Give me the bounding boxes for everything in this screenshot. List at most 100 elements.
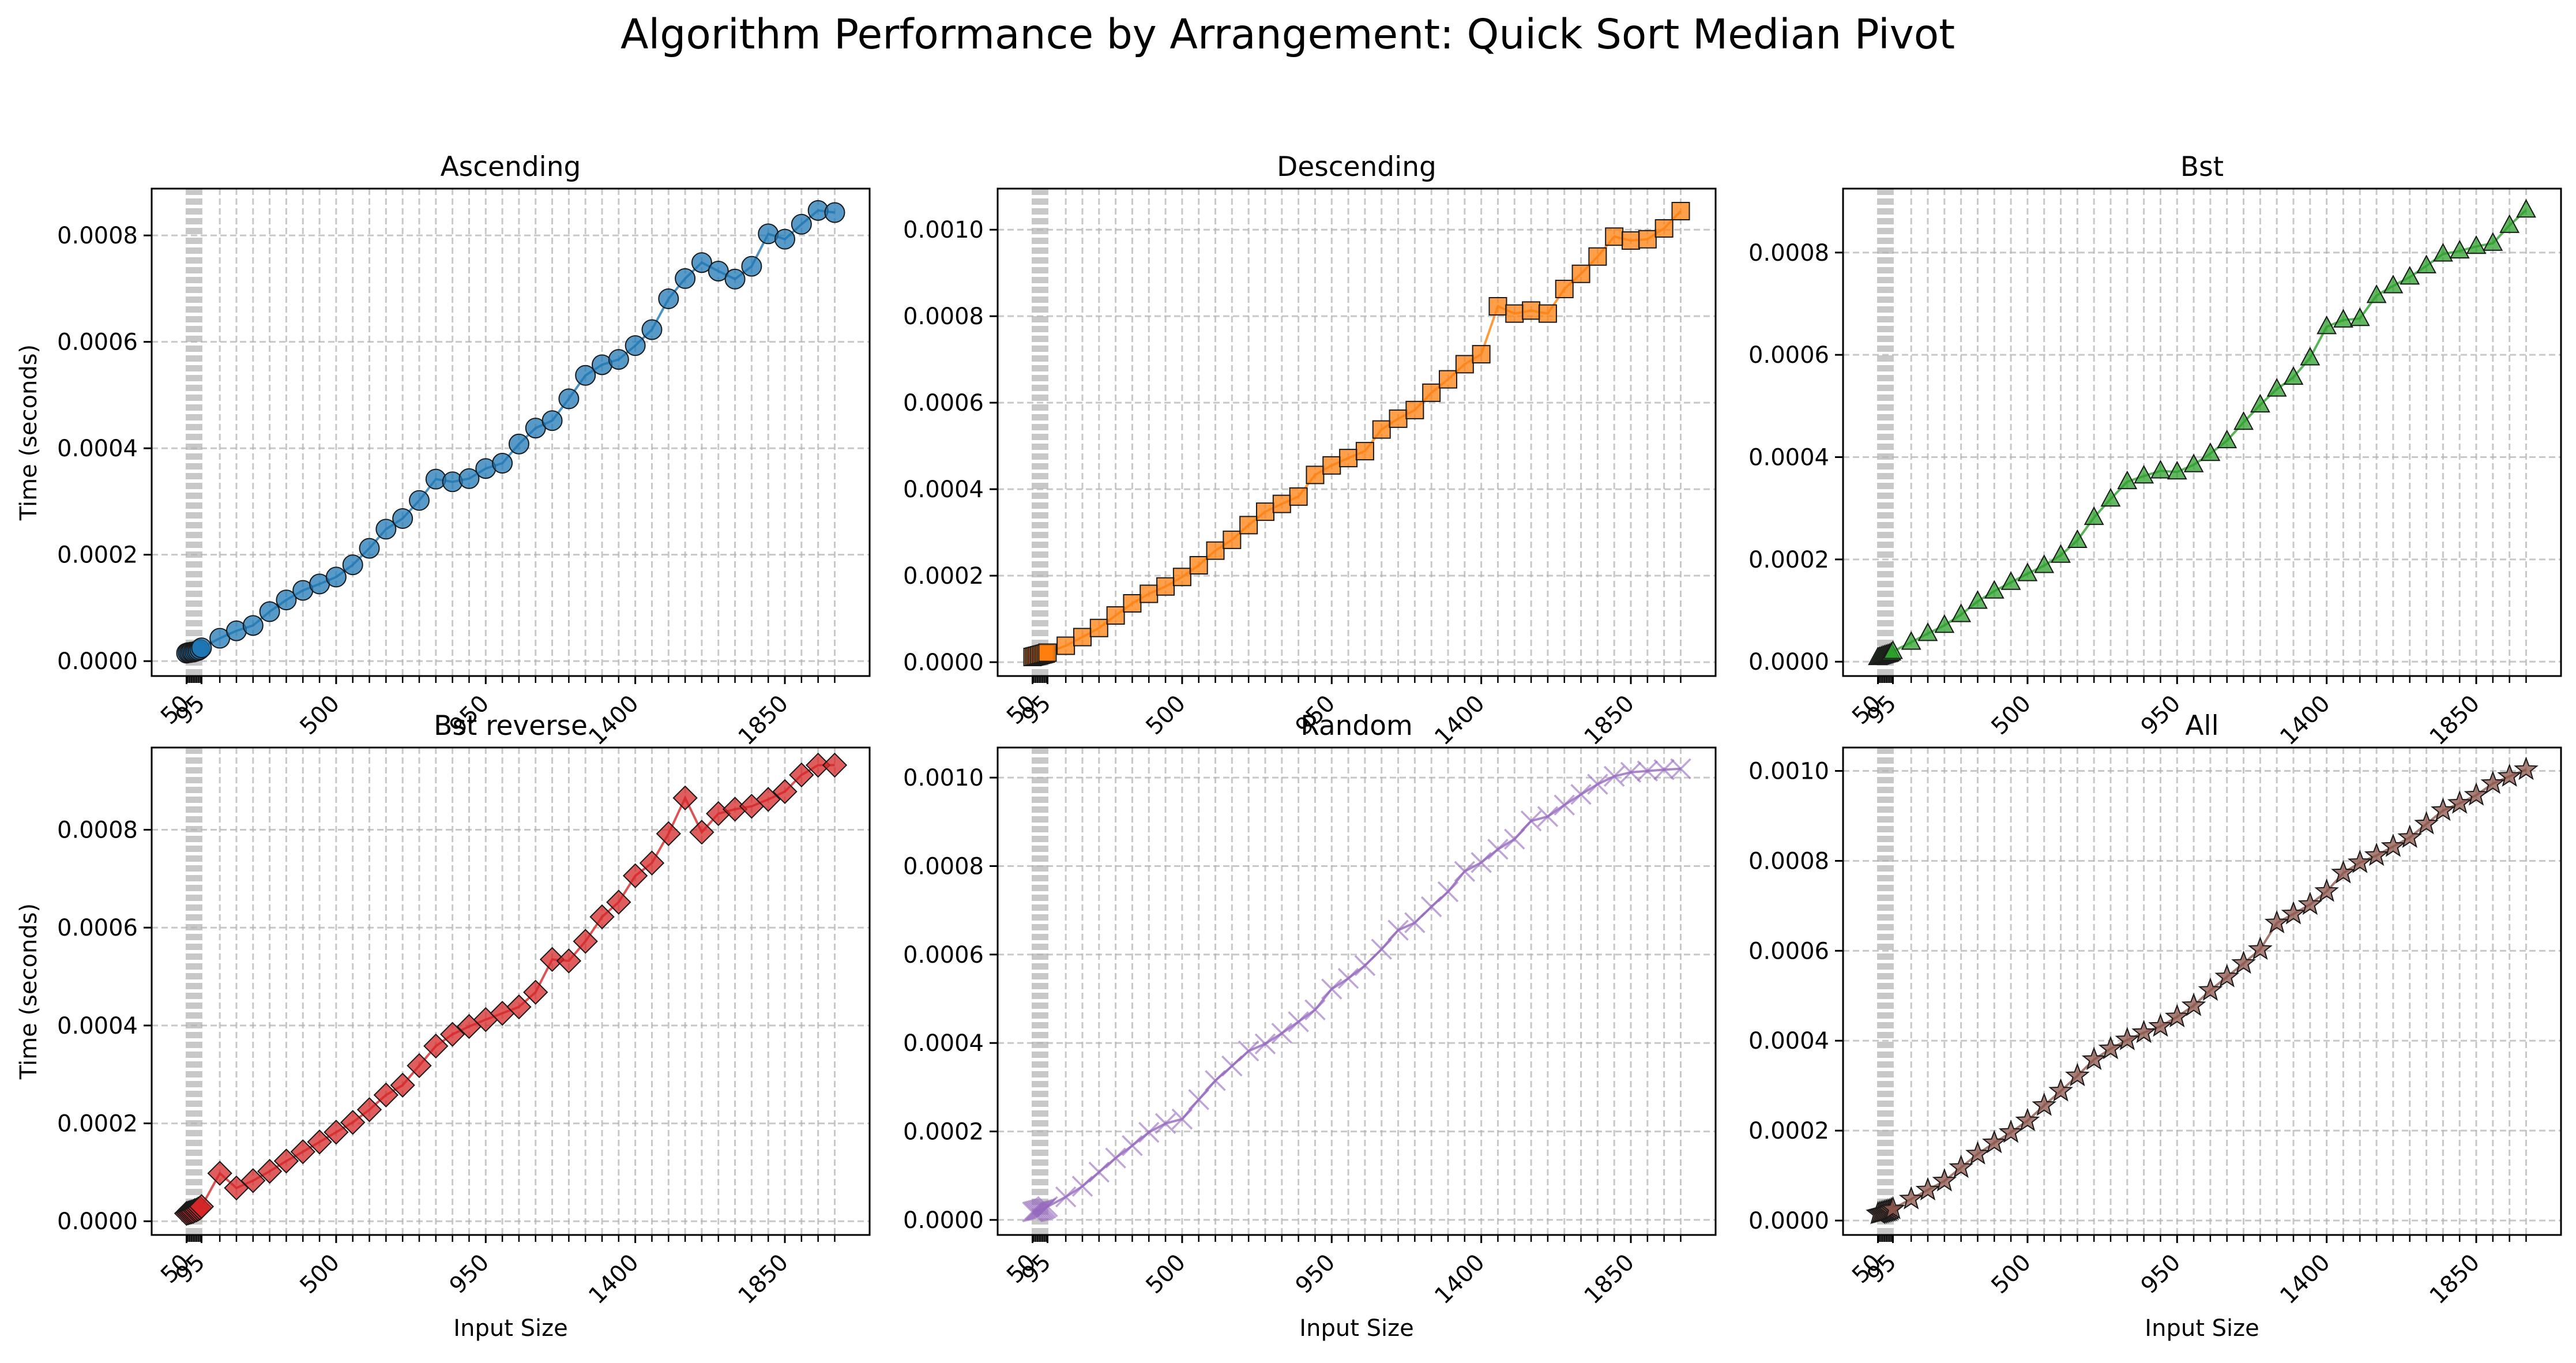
x-tick-label: 1400 <box>584 690 644 751</box>
x-tick-label: 500 <box>1141 1249 1191 1300</box>
data-point <box>1917 622 1938 641</box>
data-point <box>2167 460 2187 480</box>
data-point <box>1951 603 1972 622</box>
axes-frame <box>1842 746 2562 1236</box>
data-point <box>2048 1078 2073 1102</box>
data-point <box>2347 850 2372 873</box>
data-point <box>2431 797 2455 821</box>
data-point <box>458 468 480 489</box>
axes-frame <box>151 187 871 677</box>
data-point <box>2081 1046 2107 1071</box>
subplot-title: All <box>2185 710 2218 742</box>
data-point <box>772 779 798 805</box>
data-point <box>1984 580 2005 599</box>
y-axis: 0.0000 0.0002 0.0004 0.0006 0.0008 0.0010 <box>1748 759 1843 1234</box>
y-axis: 0.0000 0.0002 0.0004 0.0006 0.0008 0.0010 <box>903 765 998 1234</box>
data-point <box>257 1159 283 1184</box>
data-point <box>1588 247 1607 266</box>
y-tick-label: 0.0000 <box>57 1208 138 1235</box>
data-point <box>1883 640 1903 659</box>
data-point <box>259 601 280 622</box>
data-point <box>708 260 729 281</box>
data-point <box>1555 279 1574 298</box>
data-point <box>1088 1161 1110 1183</box>
y-axis: 0.0000 0.0002 0.0004 0.0006 0.0008 <box>57 817 152 1235</box>
x-tick-label: 1400 <box>1430 1249 1490 1310</box>
data-point <box>1538 304 1557 323</box>
y-axis: 0.0000 0.0002 0.0004 0.0006 0.0008 <box>1748 240 1843 675</box>
data-point <box>2150 460 2171 479</box>
y-tick-label: 0.0006 <box>1748 342 1829 369</box>
data-point <box>658 288 679 309</box>
plot-area <box>1843 748 2561 1235</box>
gridlines <box>152 748 870 1235</box>
data-point <box>1289 487 1308 506</box>
data-point <box>2098 1035 2123 1060</box>
data-point <box>2297 891 2323 915</box>
data-point <box>2397 824 2423 848</box>
data-point <box>1122 1135 1143 1157</box>
data-point <box>439 1022 465 1047</box>
data-point <box>1932 1168 1957 1192</box>
data-point <box>1487 839 1509 860</box>
data-point <box>2250 393 2270 413</box>
data-point <box>1537 806 1559 827</box>
data-point <box>625 335 646 356</box>
data-point <box>1355 442 1374 461</box>
data-point <box>207 1161 232 1186</box>
data-point <box>2281 900 2306 925</box>
data-point <box>755 787 781 812</box>
data-point <box>1105 1147 1126 1169</box>
y-tick-label: 0.0008 <box>903 853 984 880</box>
x-tick-label: 500 <box>295 690 345 741</box>
data-point <box>556 948 582 974</box>
data-point <box>1915 1177 1941 1201</box>
subplot-title: Descending <box>1277 151 1436 183</box>
data-point <box>408 490 430 511</box>
data-point <box>1123 594 1142 613</box>
data-point <box>2331 860 2356 884</box>
x-tick-label: 1850 <box>2425 690 2485 751</box>
data-point <box>724 268 746 290</box>
data-point <box>1554 794 1575 816</box>
data-point <box>1881 1196 1905 1219</box>
y-tick-label: 0.0000 <box>1748 1208 1829 1234</box>
y-tick-label: 0.0010 <box>903 217 984 243</box>
data-point <box>1371 938 1392 960</box>
x-tick-label: 500 <box>1986 1249 2036 1300</box>
data-point <box>1321 978 1342 1000</box>
data-point <box>2051 544 2071 563</box>
data-point <box>1437 881 1459 903</box>
data-point <box>2115 1027 2140 1050</box>
data-point <box>608 349 629 370</box>
data-point <box>2464 782 2489 806</box>
data-point <box>2364 842 2389 866</box>
data-point <box>2381 833 2406 857</box>
y-tick-label: 0.0002 <box>57 1111 138 1137</box>
axes-frame <box>151 746 871 1236</box>
gridlines <box>998 189 1716 676</box>
data-point <box>1138 1121 1160 1143</box>
data-point <box>1337 968 1359 989</box>
data-point <box>1071 1176 1093 1197</box>
x-tick-label: 950 <box>2136 690 2186 741</box>
data-point <box>392 508 413 529</box>
x-tick-label: 1850 <box>734 690 794 751</box>
data-point <box>2480 770 2506 794</box>
data-point <box>1205 1070 1226 1091</box>
y-tick-label: 0.0002 <box>903 1119 984 1146</box>
data-point <box>1505 304 1524 323</box>
y-tick-label: 0.0002 <box>57 542 138 569</box>
data-point <box>2366 284 2387 303</box>
x-tick-label: 1850 <box>734 1249 794 1310</box>
data-point <box>573 929 598 954</box>
data-point <box>325 566 347 588</box>
y-axis-label: Time (seconds) <box>16 903 42 1080</box>
data-point <box>2164 1004 2190 1028</box>
data-point <box>2432 243 2453 262</box>
